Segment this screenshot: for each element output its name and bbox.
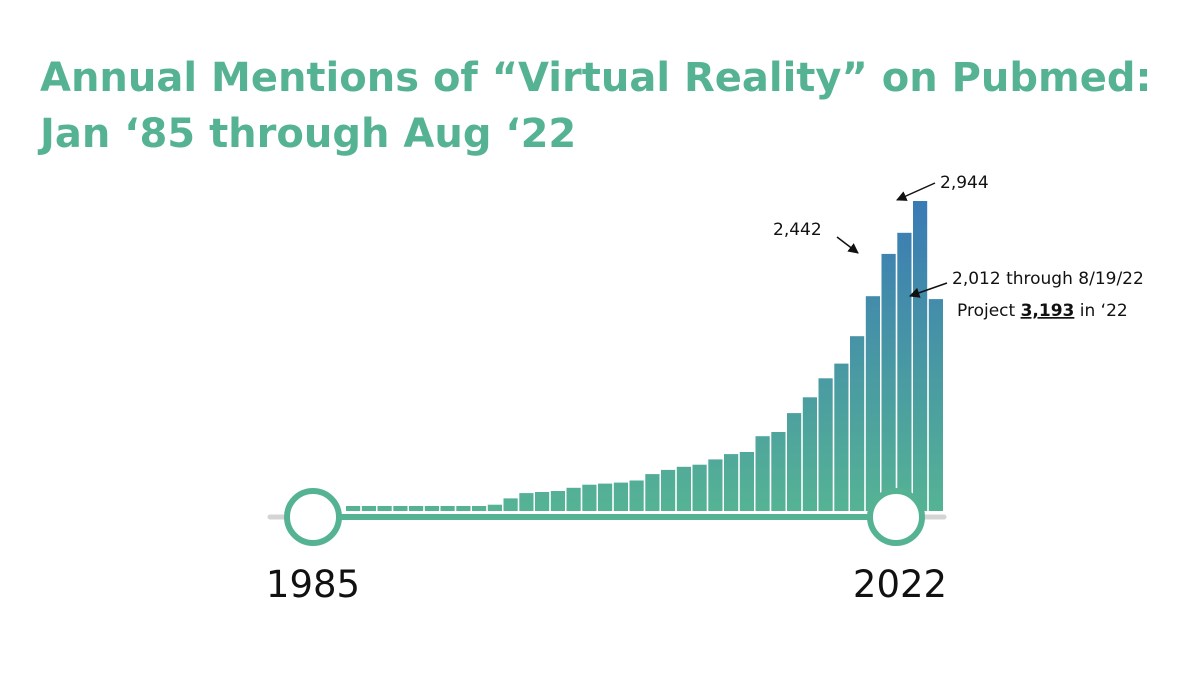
bar-1999	[566, 487, 581, 511]
bar-1985	[346, 506, 361, 511]
bar-1994	[487, 504, 502, 511]
bar-1989	[409, 506, 424, 511]
bar-2004	[645, 474, 660, 511]
bar-2001	[598, 483, 613, 511]
bar-1995	[503, 498, 518, 511]
bar-2022	[928, 299, 943, 511]
bar-1986	[361, 506, 376, 511]
slider-handle-start[interactable]	[284, 488, 342, 546]
bar-2017	[850, 336, 865, 511]
bar-1997	[535, 492, 550, 511]
bar-2019	[881, 253, 896, 511]
annotation-arrow-peak	[896, 182, 936, 201]
bar-1993	[472, 506, 487, 511]
annotation-projection-suffix: in ‘22	[1080, 301, 1128, 321]
bar-2015	[818, 378, 833, 511]
bar-2009	[724, 454, 739, 511]
x-label-end: 2022	[853, 563, 947, 606]
bar-2006	[676, 466, 691, 511]
annotation-value-2020: 2,442	[773, 220, 822, 240]
bar-2012	[771, 432, 786, 511]
bar-1992	[456, 506, 471, 511]
bars-group	[346, 201, 943, 512]
bar-1988	[393, 506, 408, 511]
bar-2002	[613, 482, 628, 511]
x-label-start: 1985	[266, 563, 360, 606]
bar-2016	[834, 363, 849, 511]
annotation-projection-prefix: Project	[957, 301, 1021, 321]
bar-2020	[897, 232, 912, 512]
bar-2005	[661, 469, 676, 511]
annotation-projection: Project 3,193 in ‘22	[957, 301, 1128, 321]
chart-title: Annual Mentions of “Virtual Reality” on …	[40, 50, 1151, 162]
annotation-arrow-2020	[836, 236, 859, 254]
bar-2008	[708, 459, 723, 511]
bar-2003	[629, 480, 644, 511]
annotation-projection-value: 3,193	[1021, 301, 1075, 321]
bar-1990	[424, 506, 439, 511]
bar-2014	[802, 397, 817, 511]
bar-1991	[440, 506, 455, 511]
bar-1998	[550, 491, 565, 511]
annotation-partial-2022: 2,012 through 8/19/22	[952, 269, 1144, 289]
bar-2010	[739, 452, 754, 511]
bar-2013	[787, 413, 802, 511]
bar-1987	[377, 506, 392, 511]
bar-2021	[913, 201, 928, 511]
bar-2018	[865, 296, 880, 511]
chart-title-line-2: Jan ‘85 through Aug ‘22	[40, 111, 577, 157]
bar-2011	[755, 436, 770, 511]
annotation-peak-2021: 2,944	[940, 173, 989, 193]
bar-1996	[519, 493, 534, 511]
annotation-arrow-2022	[909, 282, 948, 298]
bar-2007	[692, 464, 707, 511]
bar-2000	[582, 484, 597, 511]
chart-title-line-1: Annual Mentions of “Virtual Reality” on …	[40, 55, 1152, 101]
slider-handle-end[interactable]	[867, 488, 925, 546]
